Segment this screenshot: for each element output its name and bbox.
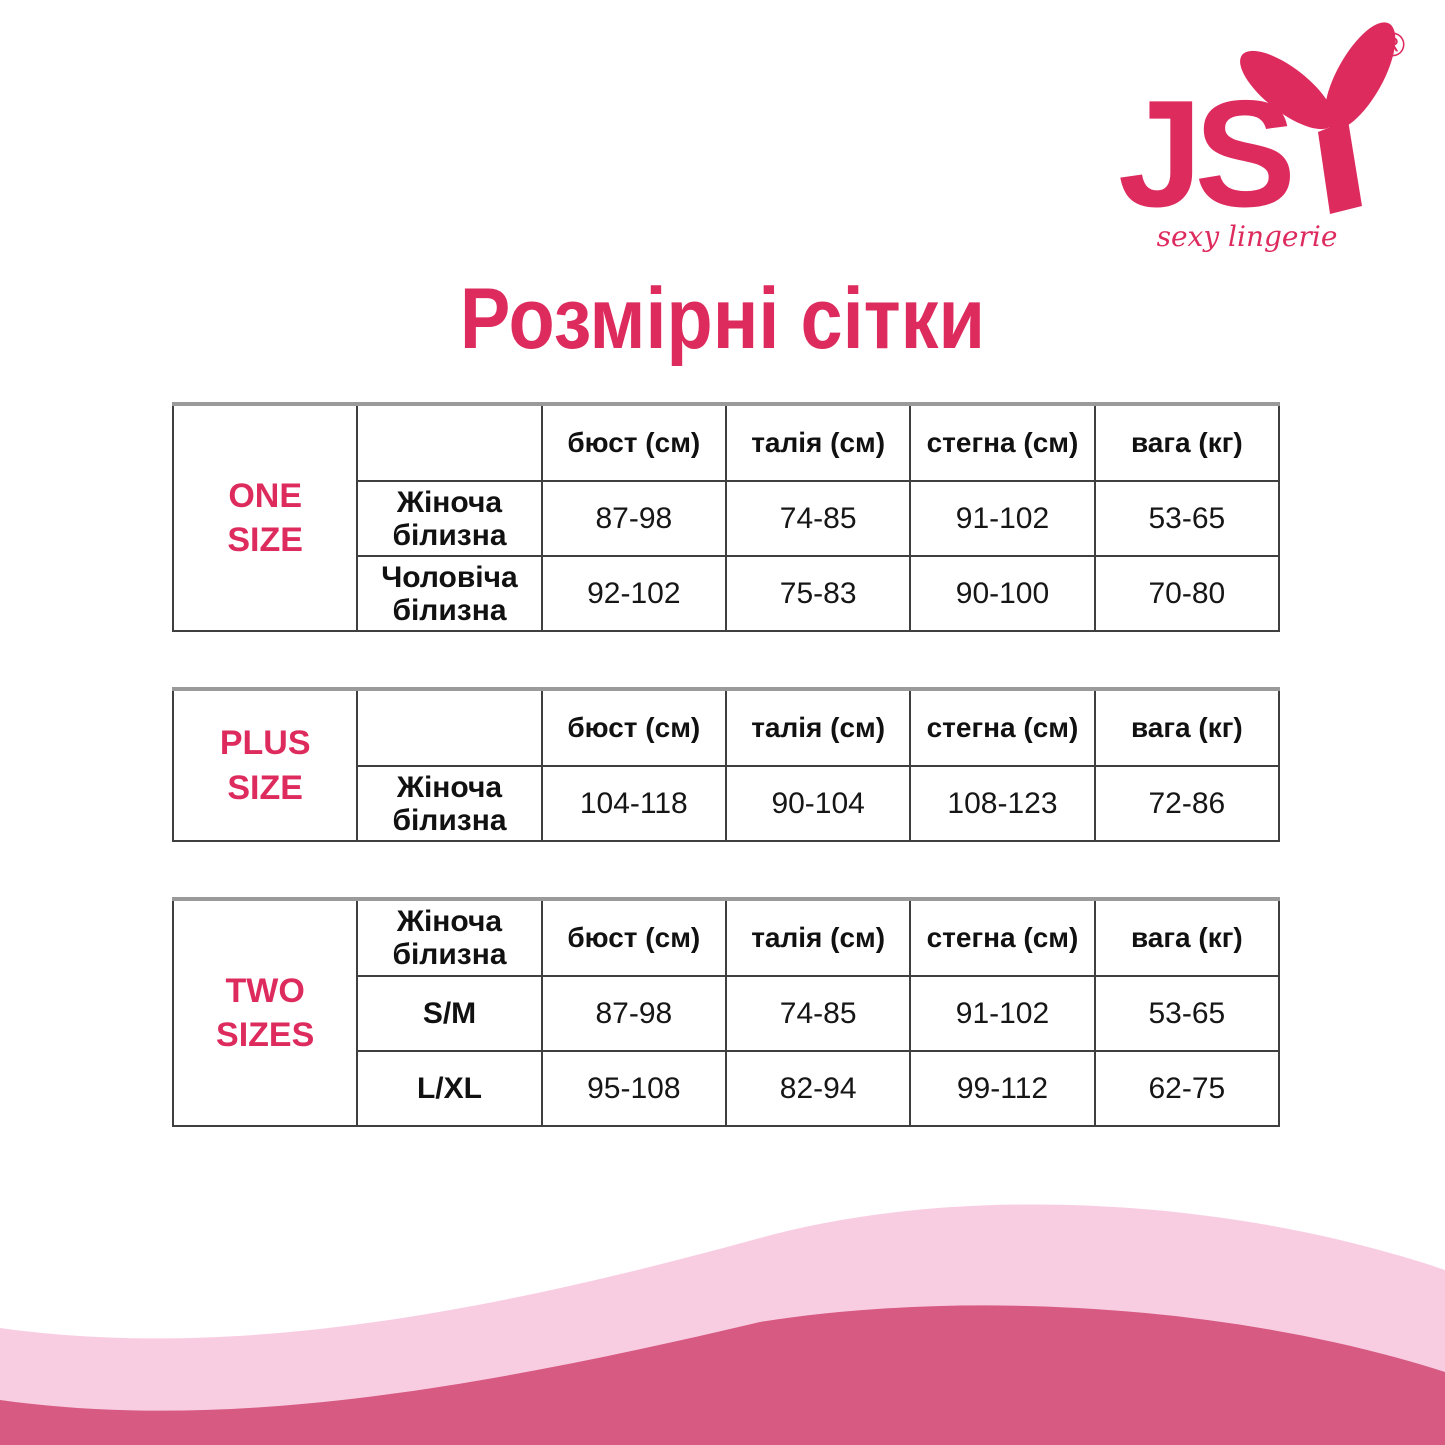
cell-value: 91-102 (909, 480, 1096, 557)
column-header-weight: вага (кг) (1093, 403, 1281, 482)
table-row: S/M 87-98 74-85 91-102 53-65 (173, 975, 1281, 1052)
column-header-weight: вага (кг) (1093, 898, 1281, 977)
size-table-one-size: ONE SIZE бюст (см) талія (см) стегна (см… (171, 402, 1281, 632)
row-label-men: Чоловіча білизна (356, 555, 543, 632)
logo-tagline: sexy lingerie (1157, 220, 1338, 253)
cell-value: 104-118 (540, 765, 727, 842)
table-row: L/XL 95-108 82-94 99-112 62-75 (173, 1050, 1281, 1127)
cell-value: 53-65 (1093, 975, 1281, 1052)
row-label-women: Жіноча білизна (356, 765, 543, 842)
cell-value: 91-102 (909, 975, 1096, 1052)
page-title: Розмірні сітки (459, 271, 986, 367)
cell-value: 53-65 (1093, 480, 1281, 557)
column-header-women: Жіноча білизна (356, 898, 543, 977)
column-header-weight: вага (кг) (1093, 688, 1281, 767)
column-header-waist: талія (см) (724, 403, 912, 482)
cell-value: 90-100 (909, 555, 1096, 632)
logo-leaf-left-icon (1240, 50, 1334, 130)
cell-value: 82-94 (724, 1050, 912, 1127)
cell-value: 70-80 (1093, 555, 1281, 632)
cell-value: 74-85 (724, 480, 912, 557)
row-label-women: Жіноча білизна (356, 480, 543, 557)
cell-value: 90-104 (724, 765, 912, 842)
cell-value: 74-85 (724, 975, 912, 1052)
cell-value: 87-98 (540, 480, 727, 557)
logo-letters: JS (1118, 69, 1291, 239)
cell-value: 62-75 (1093, 1050, 1281, 1127)
size-group-label: TWO SIZES (171, 898, 359, 1127)
column-header-hips: стегна (см) (909, 403, 1096, 482)
table-row: Жіноча білизна 87-98 74-85 91-102 53-65 (173, 480, 1281, 557)
column-header-hips: стегна (см) (909, 898, 1096, 977)
table-header-row: PLUS SIZE бюст (см) талія (см) стегна (с… (171, 688, 1281, 842)
row-label-sm: S/M (356, 975, 543, 1052)
column-header-waist: талія (см) (724, 898, 912, 977)
size-group-label: ONE SIZE (171, 403, 359, 632)
column-header-waist: талія (см) (724, 688, 912, 767)
column-header-bust: бюст (см) (540, 688, 727, 767)
table-row: Чоловіча білизна 92-102 75-83 90-100 70-… (173, 555, 1281, 632)
cell-value: 95-108 (540, 1050, 727, 1127)
size-table-plus-size: PLUS SIZE бюст (см) талія (см) стегна (с… (171, 687, 1281, 842)
cell-value: 108-123 (909, 765, 1096, 842)
cell-value: 72-86 (1093, 765, 1281, 842)
column-header-blank (356, 688, 543, 767)
cell-value: 87-98 (540, 975, 727, 1052)
jsy-logo-icon: JS ® sexy lingerie (1118, 22, 1405, 253)
table-row: Жіноча білизна 104-118 90-104 108-123 72… (173, 765, 1281, 842)
row-label-lxl: L/XL (356, 1050, 543, 1127)
size-group-label: PLUS SIZE (171, 688, 359, 842)
column-header-bust: бюст (см) (540, 898, 727, 977)
column-header-blank (356, 403, 543, 482)
table-header-row: ONE SIZE бюст (см) талія (см) стегна (см… (171, 403, 1281, 632)
wave-dark-pink (0, 1305, 1445, 1445)
logo-leaf-right-icon (1324, 22, 1396, 130)
column-header-bust: бюст (см) (540, 403, 727, 482)
cell-value: 99-112 (909, 1050, 1096, 1127)
column-header-hips: стегна (см) (909, 688, 1096, 767)
logo-letter-y-stem (1318, 120, 1362, 214)
size-table-two-sizes: TWO SIZES Жіноча білизна бюст (см) талія… (171, 897, 1281, 1127)
brand-logo: JS ® sexy lingerie (1108, 12, 1420, 260)
cell-value: 92-102 (540, 555, 727, 632)
table-header-row: TWO SIZES Жіноча білизна бюст (см) талія… (171, 898, 1281, 1127)
cell-value: 75-83 (724, 555, 912, 632)
registered-mark: ® (1380, 26, 1405, 64)
